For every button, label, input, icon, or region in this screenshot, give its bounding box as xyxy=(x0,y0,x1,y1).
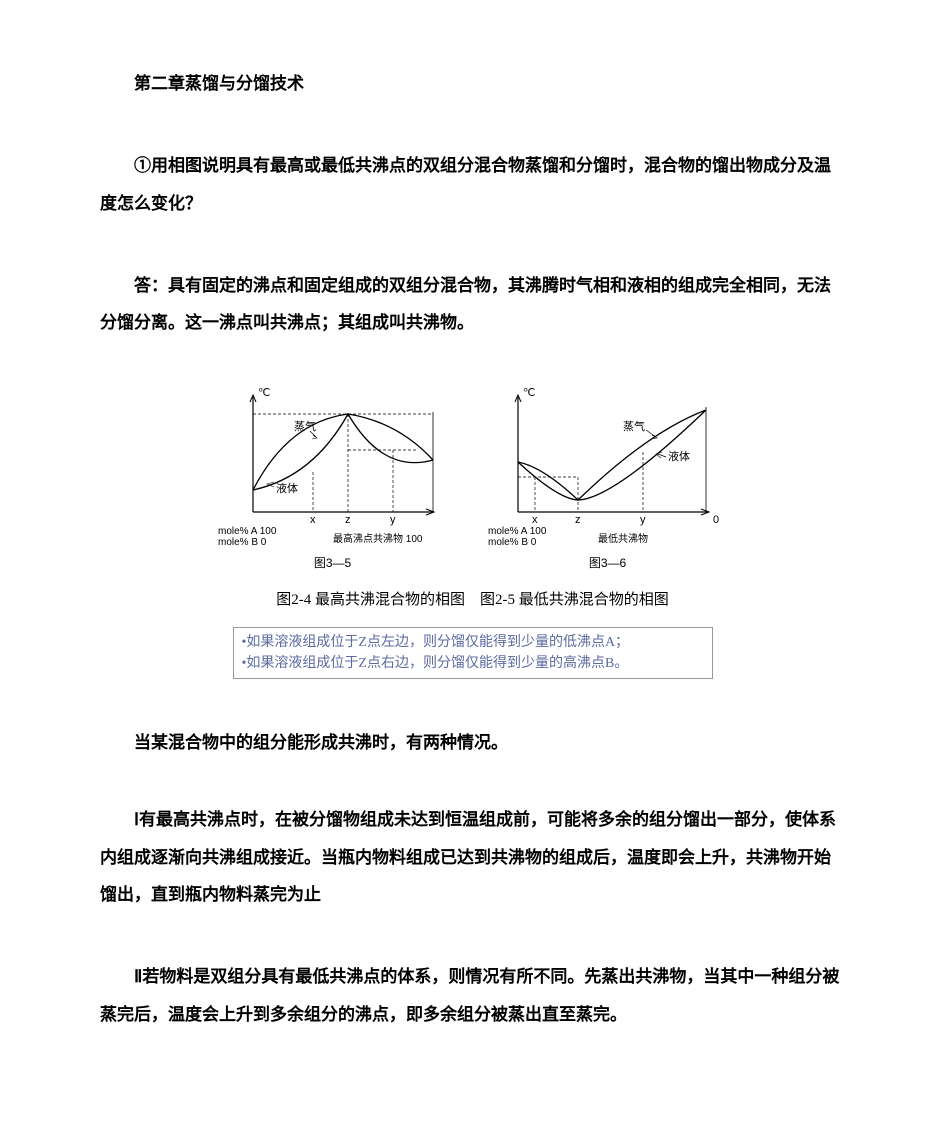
vapor-label: 蒸气 xyxy=(294,419,316,433)
y-unit: ℃ xyxy=(523,387,535,399)
y-unit: ℃ xyxy=(258,387,270,399)
axis-right: 最高沸点共沸物 100 xyxy=(333,532,423,545)
axis-left-2: mole% B 0 xyxy=(218,537,267,548)
y-mark: y xyxy=(640,514,646,526)
fig-subcaption-right: 图3—6 xyxy=(589,554,626,573)
subheading: 当某混合物中的组分能形成共沸时，有两种情况。 xyxy=(100,729,845,756)
axis-left-1: mole% A 100 xyxy=(218,526,277,537)
x-mark: x xyxy=(310,514,316,526)
note-line-1: •如果溶液组成位于Z点左边，则分馏仅能得到少量的低沸点A； xyxy=(242,632,704,653)
z-mark: z xyxy=(575,514,581,526)
fig-subcaption-left: 图3—5 xyxy=(314,554,351,573)
right-zero: 0 xyxy=(713,514,719,526)
figures-row: ℃ 蒸气 液体 x z y mol xyxy=(100,382,845,573)
note-line-2: •如果溶液组成位于Z点右边，则分馏仅能得到少量的高沸点B。 xyxy=(242,653,704,674)
axis-left-2: mole% B 0 xyxy=(488,537,537,548)
axis-left-1: mole% A 100 xyxy=(488,526,547,537)
case-1: Ⅰ有最高共沸点时，在被分馏物组成未达到恒温组成前，可能将多余的组分馏出一部分，使… xyxy=(100,801,845,913)
figure-left: ℃ 蒸气 液体 x z y mol xyxy=(218,382,448,573)
phase-diagram-min: ℃ 蒸气 液体 x z y 0 xyxy=(488,382,728,552)
y-mark: y xyxy=(390,514,396,526)
vapor-label: 蒸气 xyxy=(623,419,645,433)
phase-diagram-max: ℃ 蒸气 液体 x z y mol xyxy=(218,382,448,552)
z-mark: z xyxy=(345,514,351,526)
note-box: •如果溶液组成位于Z点左边，则分馏仅能得到少量的低沸点A； •如果溶液组成位于Z… xyxy=(233,627,713,679)
liquid-label: 液体 xyxy=(276,481,298,495)
figure-right: ℃ 蒸气 液体 x z y 0 xyxy=(488,382,728,573)
question-text: ①用相图说明具有最高或最低共沸点的双组分混合物蒸馏和分馏时，混合物的馏出物成分及… xyxy=(100,147,845,222)
case-2: Ⅱ若物料是双组分具有最低共沸点的体系，则情况有所不同。先蒸出共沸物，当其中一种组… xyxy=(100,958,845,1033)
chapter-title: 第二章蒸馏与分馏技术 xyxy=(100,70,845,97)
liquid-label: 液体 xyxy=(668,449,690,463)
x-mark: x xyxy=(532,514,538,526)
figure-main-caption: 图2-4 最高共沸混合物的相图 图2-5 最低共沸混合物的相图 xyxy=(100,588,845,612)
answer-text: 答：具有固定的沸点和固定组成的双组分混合物，其沸腾时气相和液相的组成完全相同，无… xyxy=(100,267,845,342)
axis-right: 最低共沸物 xyxy=(598,532,648,545)
